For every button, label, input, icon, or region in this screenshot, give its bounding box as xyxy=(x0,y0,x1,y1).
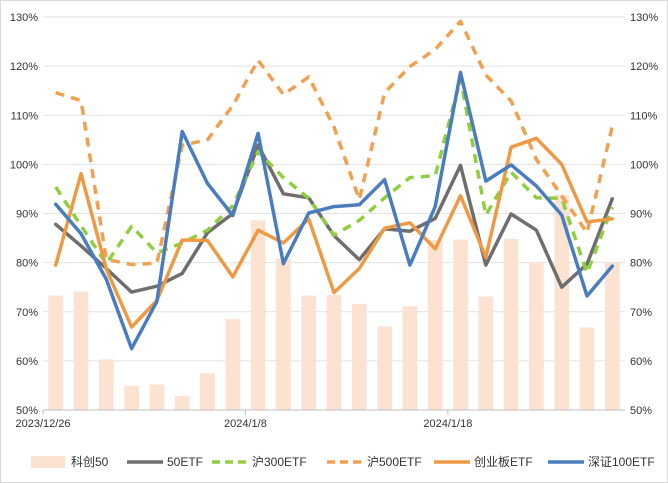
bar xyxy=(427,240,443,410)
y-tick-label-left: 90% xyxy=(16,209,38,221)
y-tick-label-left: 130% xyxy=(10,12,38,24)
legend: 科创50 50ETF 沪300ETF 沪500ETF 创业板ETF 深证100ETF xyxy=(31,455,655,469)
bar xyxy=(301,295,317,410)
bar xyxy=(453,239,468,410)
y-tick-label-left: 80% xyxy=(16,258,38,270)
legend-label: 深证100ETF xyxy=(588,455,655,469)
series-line xyxy=(53,136,615,329)
bar-series-layer xyxy=(48,194,620,410)
bar xyxy=(48,295,63,410)
bar xyxy=(225,319,241,410)
x-tick-label: 2024/1/8 xyxy=(224,418,267,430)
y-tick-label-right: 80% xyxy=(630,258,652,270)
y-tick-label-right: 70% xyxy=(630,307,652,319)
bar xyxy=(326,295,342,410)
bar xyxy=(124,385,139,410)
legend-label: 沪500ETF xyxy=(367,455,422,469)
legend-label: 50ETF xyxy=(167,455,203,469)
legend-label: 沪300ETF xyxy=(252,455,307,469)
bar xyxy=(174,396,190,410)
legend-label: 创业板ETF xyxy=(474,455,533,469)
y-tick-label-right: 130% xyxy=(630,12,658,24)
bar xyxy=(402,306,418,410)
bar xyxy=(579,327,595,410)
bar xyxy=(73,291,89,410)
bar xyxy=(98,359,114,410)
x-tick-label: 2023/12/26 xyxy=(15,418,70,430)
bar xyxy=(250,220,266,410)
y-tick-label-left: 60% xyxy=(16,356,38,368)
y-tick-label-right: 90% xyxy=(630,209,652,221)
bar xyxy=(529,262,544,410)
y-tick-label-left: 50% xyxy=(16,405,38,417)
bar xyxy=(200,373,215,410)
legend-label: 科创50 xyxy=(71,455,109,469)
y-tick-label-right: 110% xyxy=(630,110,658,122)
y-tick-label-right: 120% xyxy=(630,61,658,73)
y-tick-label-right: 50% xyxy=(630,405,652,417)
y-tick-label-left: 100% xyxy=(10,159,38,171)
bar xyxy=(605,263,620,410)
y-tick-label-left: 120% xyxy=(10,61,38,73)
y-tick-label-left: 110% xyxy=(11,110,39,122)
bar xyxy=(554,194,570,410)
line-series-layer xyxy=(53,19,615,351)
bar xyxy=(377,326,392,410)
series-line xyxy=(55,19,615,267)
legend-swatch xyxy=(31,456,65,468)
bar xyxy=(351,303,367,410)
x-tick-label: 2024/1/18 xyxy=(423,418,472,430)
bar xyxy=(478,296,494,410)
series-line xyxy=(53,70,615,351)
bar xyxy=(149,384,165,410)
bar xyxy=(276,258,291,410)
y-tick-label-right: 100% xyxy=(630,159,658,171)
y-tick-label-right: 60% xyxy=(630,356,652,368)
y-tick-label-left: 70% xyxy=(16,307,38,319)
gridlines xyxy=(43,16,625,362)
series-line xyxy=(54,76,614,275)
axes: 50% 50% 60% 60% 70% 70% 80% 80% 90% 90% 100% 100% 11… xyxy=(10,12,658,430)
bar xyxy=(503,239,519,410)
